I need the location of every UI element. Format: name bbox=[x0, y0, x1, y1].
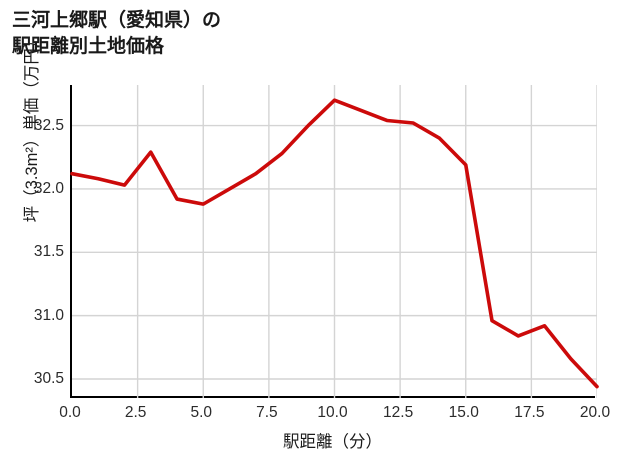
data-series-layer bbox=[70, 85, 599, 396]
x-axis-tick-labels: 0.0 2.5 5.0 7.5 10.0 12.5 15.0 17.5 20.0 bbox=[59, 404, 610, 426]
y-tick-label: 32.0 bbox=[33, 179, 64, 197]
y-tick-label: 31.0 bbox=[33, 306, 64, 324]
y-tick-label: 30.5 bbox=[33, 369, 64, 387]
grid-svg bbox=[72, 85, 597, 398]
y-axis-tick-labels: 30.5 31.0 31.5 32.0 32.5 bbox=[0, 85, 64, 398]
x-axis-title: 駅距離（分） bbox=[283, 433, 382, 451]
page-title: 三河上郷駅（愛知県）の 駅距離別土地価格 bbox=[12, 10, 222, 57]
x-tick-label: 15.0 bbox=[448, 404, 479, 421]
data-line bbox=[70, 98, 599, 389]
y-tick-label: 31.5 bbox=[33, 243, 64, 261]
plot-area bbox=[70, 85, 599, 398]
x-tick-label: 10.0 bbox=[317, 404, 348, 421]
x-tick-label: 7.5 bbox=[256, 404, 278, 421]
x-tick-label: 17.5 bbox=[514, 404, 545, 421]
x-tick-label: 0.0 bbox=[59, 404, 81, 421]
series-svg bbox=[70, 98, 599, 389]
y-tick-label: 32.5 bbox=[33, 116, 64, 134]
gridlines bbox=[72, 85, 597, 398]
x-tick-label: 20.0 bbox=[579, 404, 611, 421]
x-tick-label: 5.0 bbox=[190, 404, 213, 421]
x-tick-label: 2.5 bbox=[124, 404, 147, 421]
x-tick-label: 12.5 bbox=[383, 404, 414, 421]
